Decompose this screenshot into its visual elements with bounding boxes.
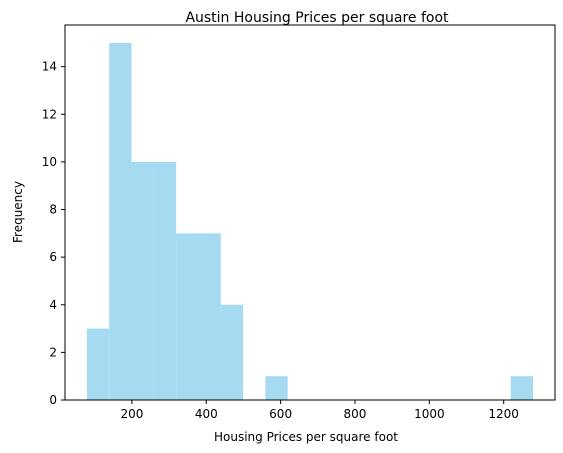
x-tick-label: 400: [195, 407, 218, 421]
y-tick-label: 14: [42, 60, 57, 74]
histogram-bar-4: [176, 233, 199, 400]
y-tick-label: 8: [49, 203, 57, 217]
x-tick-label: 600: [269, 407, 292, 421]
x-axis-ticks: 200 400 600 800 1000 1200: [120, 400, 519, 421]
y-tick-label: 6: [49, 250, 57, 264]
histogram-bar-0: [86, 328, 110, 400]
histogram-bar-19: [510, 376, 534, 400]
y-tick-label: 4: [49, 298, 57, 312]
histogram-bar-1: [109, 42, 132, 400]
histogram-bar-8: [265, 376, 288, 400]
histogram-bar-3: [153, 161, 177, 400]
histogram-bars: [86, 42, 534, 400]
histogram-bar-6: [220, 304, 244, 400]
y-axis-ticks: 0 2 4 6 8 10 12 14: [42, 60, 65, 407]
x-tick-label: 1000: [414, 407, 445, 421]
x-tick-label: 1200: [488, 407, 519, 421]
y-axis-label: Frequency: [11, 181, 25, 243]
y-tick-label: 2: [49, 345, 57, 359]
x-tick-label: 800: [344, 407, 367, 421]
plot-area-frame: [64, 24, 556, 401]
histogram-bar-2: [131, 161, 154, 400]
x-axis-label: Housing Prices per square foot: [214, 430, 398, 444]
y-tick-label: 10: [42, 155, 57, 169]
y-tick-label: 12: [42, 107, 57, 121]
y-tick-label: 0: [49, 393, 57, 407]
chart-title: Austin Housing Prices per square foot: [185, 10, 449, 26]
x-tick-label: 200: [120, 407, 143, 421]
histogram-bar-5: [198, 233, 221, 400]
